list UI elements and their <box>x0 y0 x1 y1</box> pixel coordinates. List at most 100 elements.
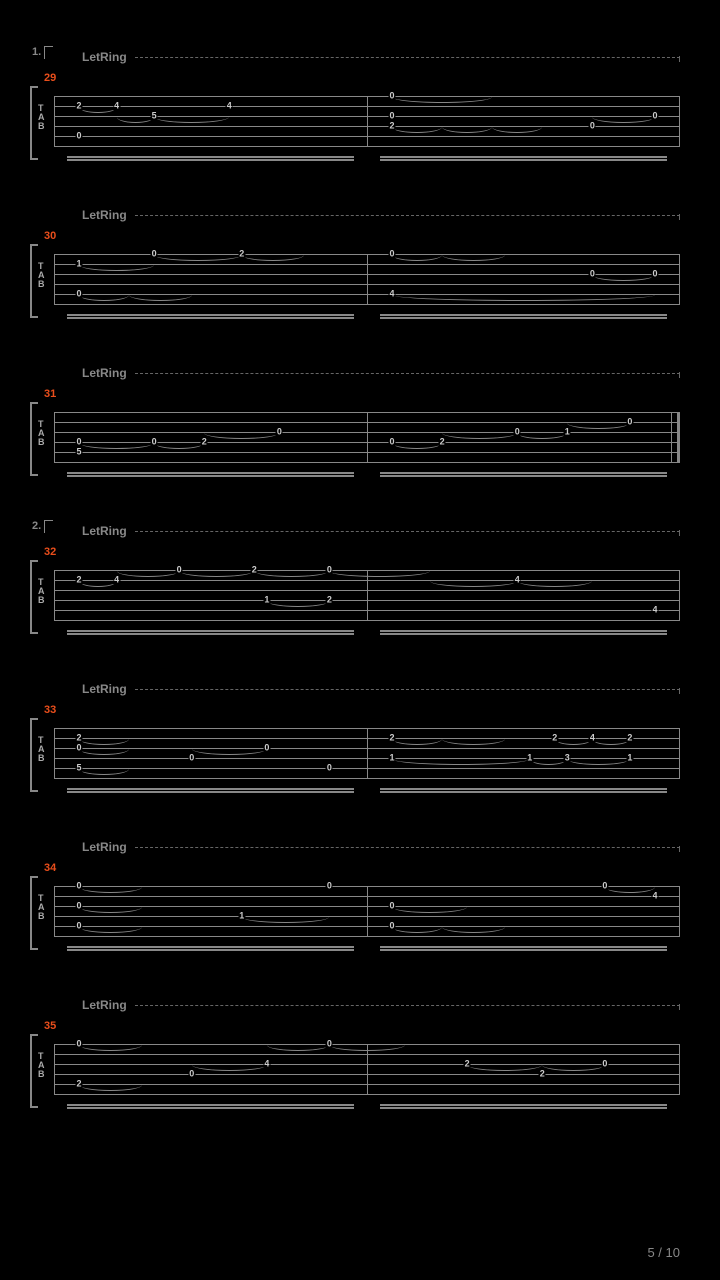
measure-block: LetRing30TAB10020400 <box>30 208 690 318</box>
staff-bracket <box>30 560 38 634</box>
fret-number: 0 <box>76 438 83 447</box>
fret-number: 0 <box>601 1060 608 1069</box>
fret-number: 2 <box>76 734 83 743</box>
measure-number: 31 <box>44 388 690 400</box>
fret-number: 0 <box>76 290 83 299</box>
fret-number: 2 <box>76 102 83 111</box>
measure-block: LetRing33TAB20500021124231 <box>30 682 690 792</box>
fret-number: 2 <box>201 438 208 447</box>
fret-number: 0 <box>326 566 333 575</box>
fret-number: 2 <box>539 1070 546 1079</box>
measure-number: 34 <box>44 862 690 874</box>
fret-number: 4 <box>113 102 120 111</box>
fret-number: 0 <box>326 764 333 773</box>
letring-dashed <box>135 847 680 848</box>
fret-number: 5 <box>151 112 158 121</box>
staff: 2405400200 <box>54 96 680 146</box>
fret-number: 1 <box>263 596 270 605</box>
tab-clef: TAB <box>38 262 44 289</box>
fret-number: 0 <box>326 882 333 891</box>
fret-number: 0 <box>389 92 396 101</box>
fret-number: 4 <box>113 576 120 585</box>
fret-number: 0 <box>151 438 158 447</box>
staff: 240201244 <box>54 570 680 620</box>
fret-number: 0 <box>514 428 521 437</box>
staff-bracket <box>30 402 38 476</box>
letring-dashed <box>135 531 680 532</box>
fret-number: 0 <box>76 132 83 141</box>
fret-number: 0 <box>601 882 608 891</box>
fret-number: 5 <box>76 448 83 457</box>
fret-number: 4 <box>514 576 521 585</box>
measure-number: 30 <box>44 230 690 242</box>
staff: 000100004 <box>54 886 680 936</box>
fret-number: 0 <box>389 112 396 121</box>
fret-number: 0 <box>389 902 396 911</box>
fret-number: 1 <box>626 754 633 763</box>
fret-number: 0 <box>589 122 596 131</box>
staff: 0502002010 <box>54 412 680 462</box>
measure-block: LetRing35TAB02040220 <box>30 998 690 1108</box>
fret-number: 0 <box>651 270 658 279</box>
measure-block: LetRing31TAB0502002010 <box>30 366 690 476</box>
fret-number: 4 <box>651 606 658 615</box>
fret-number: 0 <box>651 112 658 121</box>
staff-bracket <box>30 718 38 792</box>
tab-clef: TAB <box>38 894 44 921</box>
tab-clef: TAB <box>38 420 44 447</box>
tab-clef: TAB <box>38 736 44 763</box>
measure-number: 33 <box>44 704 690 716</box>
fret-number: 2 <box>76 576 83 585</box>
fret-number: 0 <box>263 744 270 753</box>
fret-number: 0 <box>76 882 83 891</box>
measure-block: 1.LetRing29TAB2405400200 <box>30 50 690 160</box>
staff: 20500021124231 <box>54 728 680 778</box>
repeat-marker: 1. <box>32 46 41 58</box>
fret-number: 0 <box>626 418 633 427</box>
letring-dashed <box>135 689 680 690</box>
fret-number: 0 <box>276 428 283 437</box>
fret-number: 2 <box>238 250 245 259</box>
fret-number: 4 <box>263 1060 270 1069</box>
staff-bracket <box>30 876 38 950</box>
fret-number: 4 <box>589 734 596 743</box>
measure-block: LetRing34TAB000100004 <box>30 840 690 950</box>
fret-number: 0 <box>76 902 83 911</box>
fret-number: 4 <box>226 102 233 111</box>
staff-wrapper: TAB000100004 <box>30 876 690 950</box>
fret-number: 2 <box>464 1060 471 1069</box>
staff: 02040220 <box>54 1044 680 1094</box>
fret-number: 2 <box>551 734 558 743</box>
staff-wrapper: TAB20500021124231 <box>30 718 690 792</box>
fret-number: 1 <box>238 912 245 921</box>
tab-clef: TAB <box>38 578 44 605</box>
fret-number: 1 <box>76 260 83 269</box>
measure-number: 32 <box>44 546 690 558</box>
measure-number: 35 <box>44 1020 690 1032</box>
fret-number: 2 <box>326 596 333 605</box>
fret-number: 0 <box>151 250 158 259</box>
staff-bracket <box>30 1034 38 1108</box>
fret-number: 2 <box>439 438 446 447</box>
fret-number: 4 <box>389 290 396 299</box>
fret-number: 1 <box>526 754 533 763</box>
fret-number: 0 <box>389 250 396 259</box>
staff-wrapper: TAB02040220 <box>30 1034 690 1108</box>
fret-number: 4 <box>651 892 658 901</box>
fret-number: 1 <box>389 754 396 763</box>
measure-block: 2.LetRing32TAB240201244 <box>30 524 690 634</box>
fret-number: 5 <box>76 764 83 773</box>
staff-bracket <box>30 86 38 160</box>
fret-number: 0 <box>176 566 183 575</box>
fret-number: 0 <box>188 754 195 763</box>
tab-sheet-container: 1.LetRing29TAB2405400200LetRing30TAB1002… <box>0 0 720 1108</box>
page-number: 5 / 10 <box>647 1245 680 1260</box>
fret-number: 2 <box>76 1080 83 1089</box>
tab-clef: TAB <box>38 104 44 131</box>
end-barline <box>671 412 680 462</box>
fret-number: 0 <box>76 1040 83 1049</box>
fret-number: 0 <box>589 270 596 279</box>
letring-dashed <box>135 1005 680 1006</box>
fret-number: 0 <box>389 438 396 447</box>
fret-number: 0 <box>326 1040 333 1049</box>
